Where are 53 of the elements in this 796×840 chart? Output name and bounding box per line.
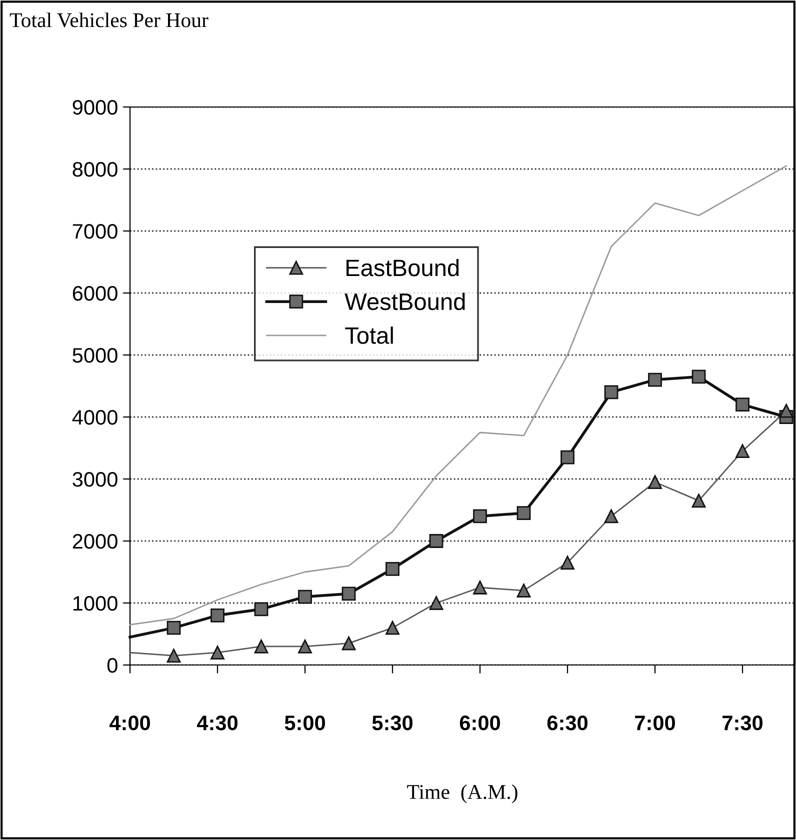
point [210,608,224,622]
point [254,602,268,616]
y-tick-label: 1000 [73,596,118,611]
y-tick-label: 6000 [72,286,118,301]
y-tick-label: 3000 [72,472,118,487]
point [298,590,312,604]
point [736,398,750,412]
point [604,385,618,400]
chart-title: Total Vehicles Per Hour [10,12,208,28]
point [516,584,531,598]
point [254,639,268,654]
legend-label: EastBound [346,258,459,276]
x-tick-label: 6:30 [547,716,588,730]
point [429,534,444,548]
y-tick-label: 2000 [72,534,118,549]
point [736,444,750,458]
legend-label: Total [345,326,393,344]
x-tick-label: 5:30 [372,716,412,730]
x-tick-label: 4:30 [196,716,238,730]
point [210,646,224,660]
point [166,648,181,663]
point [692,370,706,384]
legend-label: WestBound [344,292,465,310]
point [386,562,400,576]
point [604,509,618,524]
point [342,586,356,601]
y-tick-label: 7000 [72,224,118,239]
y-tick-label: 9000 [72,100,118,115]
y-tick-label: 5000 [72,348,118,363]
point [560,450,574,464]
y-tick-label: 0 [107,658,118,673]
line-series [129,165,787,626]
y-tick-label: 8000 [72,162,118,177]
x-axis-title: Time (A.M.) [407,784,518,804]
point [692,494,706,508]
point [473,580,487,594]
x-tick-label: 7:30 [722,716,762,730]
point [166,620,181,635]
point [560,556,574,570]
point [779,404,794,418]
point [648,475,662,490]
x-tick-label: 6:00 [460,716,500,730]
point [298,639,312,654]
x-tick-label: 4:00 [109,716,150,730]
point [429,596,444,610]
x-tick-label: 5:00 [284,716,325,730]
point [473,509,487,524]
y-tick-label: 4000 [72,410,118,425]
point [648,372,662,387]
point [516,506,531,520]
x-tick-label: 7:00 [635,716,675,730]
point [386,620,400,635]
point [342,636,356,650]
